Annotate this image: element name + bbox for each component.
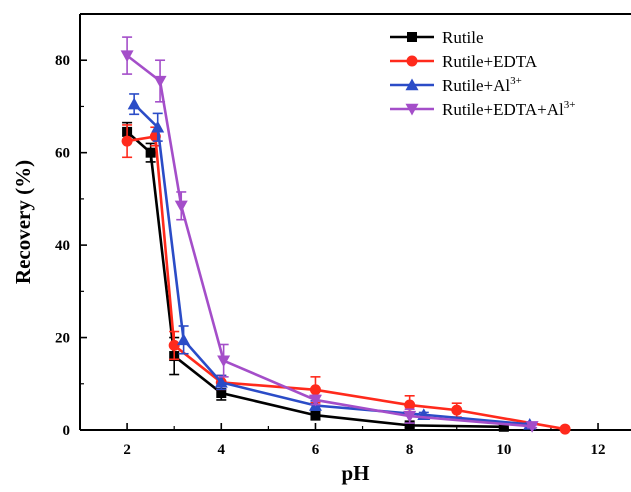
series-line [133,103,530,426]
data-point [153,75,167,88]
data-point [403,410,417,423]
x-tick-label: 2 [123,442,131,458]
legend-marker [407,32,417,42]
data-point [177,333,191,346]
series-4 [120,36,539,433]
data-point [404,420,415,431]
data-point [145,147,156,158]
legend-label: Rutile+EDTA+Al3+ [442,99,575,119]
x-tick-label: 10 [496,442,511,458]
data-point [498,421,509,432]
y-tick-label: 0 [63,423,71,439]
y-tick-label: 40 [55,238,70,254]
x-tick-label: 12 [591,442,606,458]
data-point [404,399,416,411]
axes: 0 20 40 60 80 2 4 6 8 10 12 [55,13,631,458]
series-3 [127,93,537,430]
legend-label: Rutile+EDTA [442,52,538,71]
data-point [309,384,321,396]
x-axis-label: pH [341,461,369,485]
data-point [217,355,231,368]
data-point [308,394,322,407]
data-point [168,339,180,351]
y-tick-label: 20 [55,331,70,347]
data-point [151,120,165,133]
data-point [214,375,228,388]
legend-marker [405,103,419,116]
data-point [121,135,133,147]
legend-marker [405,78,419,91]
series-line [126,134,566,431]
data-point [310,410,321,421]
data-point [216,388,227,399]
series-layer [120,36,571,435]
legend: Rutile Rutile+EDTA Rutile+Al3+ Rutile+EDTA+… [390,28,575,119]
x-tick-label: 4 [218,442,226,458]
series-2 [121,124,571,435]
data-point [525,421,539,433]
data-point [174,200,188,213]
legend-marker [406,55,418,67]
y-tick-label: 60 [55,146,70,162]
y-tick-label: 80 [55,53,70,69]
legend-label: Rutile+Al3+ [442,75,522,95]
x-tick-label: 6 [312,442,320,458]
data-point [120,50,134,63]
legend-label: Rutile [442,28,484,47]
data-point [451,404,463,416]
y-axis-label: Recovery (%) [11,160,35,284]
data-point [559,423,571,435]
data-point [127,97,141,110]
x-tick-label: 8 [406,442,414,458]
